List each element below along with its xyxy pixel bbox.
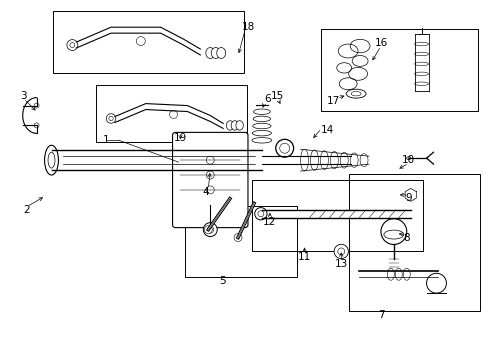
Ellipse shape	[394, 268, 402, 280]
Circle shape	[333, 244, 347, 258]
Text: 6: 6	[264, 94, 270, 104]
Text: 15: 15	[270, 91, 284, 101]
Ellipse shape	[211, 48, 220, 58]
Text: 12: 12	[263, 217, 276, 227]
Ellipse shape	[205, 48, 214, 58]
Bar	[321, 29, 477, 111]
Text: 16: 16	[373, 38, 387, 48]
Ellipse shape	[252, 130, 271, 136]
Circle shape	[203, 223, 217, 237]
Text: 2: 2	[23, 205, 30, 215]
Circle shape	[206, 156, 214, 164]
Circle shape	[136, 37, 145, 46]
Text: 9: 9	[405, 193, 411, 203]
Ellipse shape	[310, 150, 318, 170]
Text: 3: 3	[20, 91, 27, 101]
Ellipse shape	[383, 230, 403, 239]
Ellipse shape	[330, 152, 338, 169]
Ellipse shape	[252, 123, 270, 129]
Ellipse shape	[386, 268, 393, 280]
Bar	[251, 180, 422, 251]
Ellipse shape	[226, 121, 233, 130]
Ellipse shape	[403, 268, 409, 280]
Text: 4: 4	[202, 187, 208, 197]
Bar	[185, 206, 296, 277]
Text: 7: 7	[377, 310, 384, 320]
Circle shape	[426, 273, 446, 293]
Circle shape	[206, 186, 214, 194]
Circle shape	[204, 226, 212, 234]
Circle shape	[234, 234, 242, 242]
Ellipse shape	[359, 154, 367, 167]
Text: 10: 10	[401, 155, 414, 165]
Circle shape	[380, 219, 406, 244]
Text: 17: 17	[326, 96, 339, 105]
Text: 11: 11	[297, 252, 310, 262]
Ellipse shape	[251, 138, 271, 143]
Circle shape	[106, 114, 116, 123]
Ellipse shape	[349, 153, 357, 167]
Text: 13: 13	[334, 259, 347, 269]
Text: 5: 5	[219, 276, 225, 286]
Bar	[96, 85, 246, 142]
Ellipse shape	[44, 145, 59, 175]
Text: 19: 19	[174, 133, 187, 143]
Circle shape	[34, 103, 39, 108]
Circle shape	[67, 40, 78, 50]
Ellipse shape	[300, 149, 308, 171]
Circle shape	[169, 111, 177, 118]
Ellipse shape	[231, 121, 238, 130]
Circle shape	[254, 208, 266, 220]
Text: 1: 1	[102, 135, 109, 145]
Ellipse shape	[253, 109, 270, 114]
Bar	[348, 174, 479, 311]
Text: 18: 18	[241, 22, 254, 32]
Text: 8: 8	[403, 233, 409, 243]
Circle shape	[206, 171, 214, 179]
Ellipse shape	[340, 152, 347, 168]
FancyBboxPatch shape	[172, 132, 247, 228]
Ellipse shape	[253, 116, 270, 122]
Text: 14: 14	[320, 125, 333, 135]
Ellipse shape	[320, 151, 327, 170]
Circle shape	[34, 123, 39, 128]
Bar	[51, 150, 262, 170]
Ellipse shape	[235, 121, 243, 130]
Bar	[53, 11, 244, 73]
Ellipse shape	[216, 48, 225, 58]
Bar	[262, 210, 410, 218]
